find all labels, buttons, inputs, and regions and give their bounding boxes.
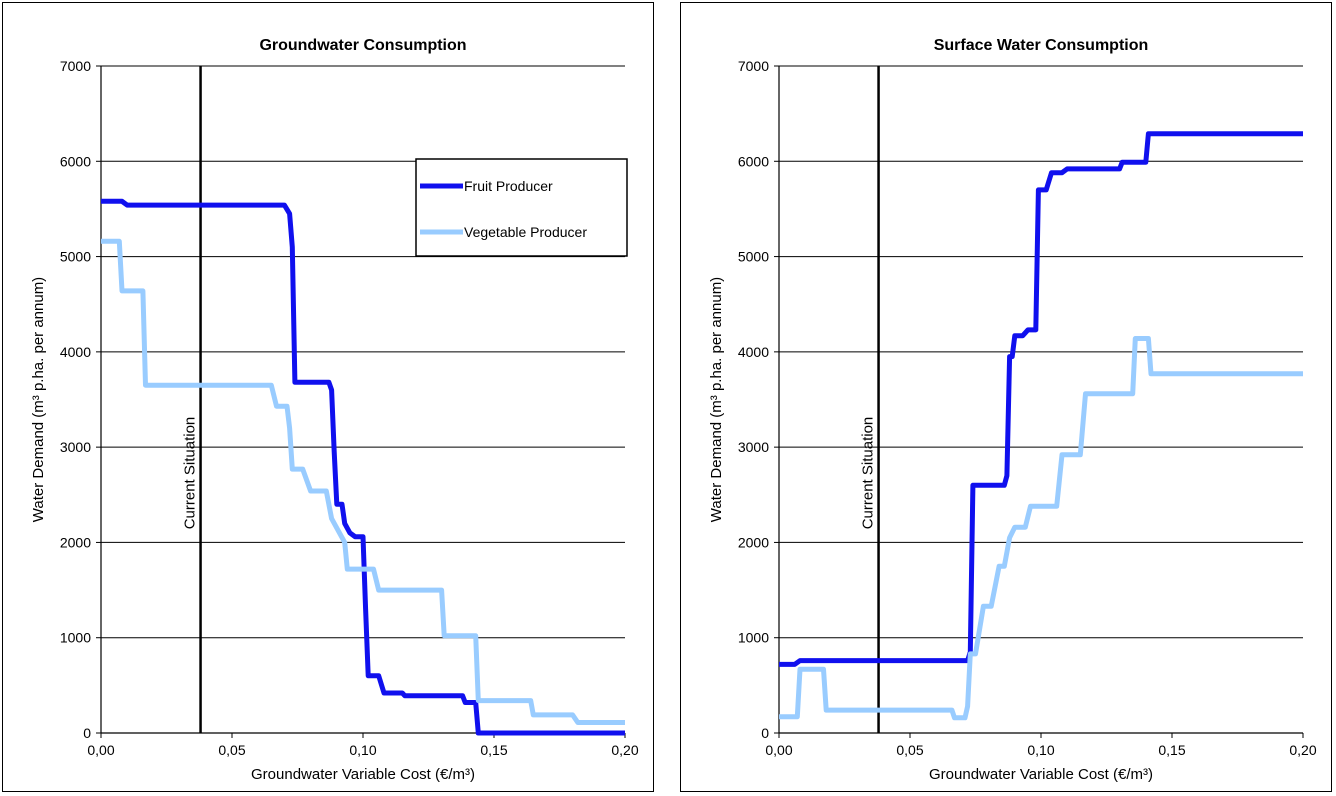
x-tick-label: 0,00 [87, 742, 114, 758]
chart-title: Surface Water Consumption [934, 37, 1149, 54]
y-tick-label: 1000 [60, 630, 91, 646]
legend: Fruit Producer Vegetable Producer [415, 158, 628, 257]
x-axis-label: Groundwater Variable Cost (€/m³) [251, 766, 475, 783]
y-tick-label: 6000 [60, 153, 91, 169]
current-situation-label: Current Situation [182, 417, 199, 530]
y-tick-label: 0 [761, 725, 769, 741]
y-tick-label: 6000 [738, 153, 769, 169]
y-tick-label: 7000 [738, 58, 769, 74]
chart-title: Groundwater Consumption [259, 37, 466, 54]
x-tick-label: 0,05 [896, 742, 923, 758]
legend-label: Fruit Producer [464, 178, 553, 194]
y-axis-label: Water Demand (m³ p.ha. per annum) [708, 277, 725, 522]
groundwater-chart: Groundwater Consumption 0 1000 2000 3000 4000… [30, 37, 639, 783]
x-tick-label: 0,10 [1027, 742, 1054, 758]
surface-water-chart: Surface Water Consumption 0 1000 2000 3000 40… [708, 37, 1317, 783]
y-tick-label: 7000 [60, 58, 91, 74]
x-tick-label: 0,15 [480, 742, 507, 758]
groundwater-chart-panel: Groundwater Consumption 0 1000 2000 3000 4000… [2, 2, 654, 792]
y-tick-label: 4000 [738, 344, 769, 360]
y-tick-label: 5000 [60, 249, 91, 265]
x-tick-label: 0,00 [765, 742, 792, 758]
x-axis-label: Groundwater Variable Cost (€/m³) [929, 766, 1153, 783]
series-line-vegetable-producer [779, 336, 1303, 721]
y-axis-label: Water Demand (m³ p.ha. per annum) [30, 277, 47, 522]
x-tick-label: 0,10 [349, 742, 376, 758]
y-tick-label: 3000 [738, 439, 769, 455]
y-tick-label: 2000 [738, 534, 769, 550]
y-tick-label: 4000 [60, 344, 91, 360]
series-line-fruit-producer [779, 131, 1303, 667]
surface-water-chart-panel: Surface Water Consumption 0 1000 2000 3000 40… [680, 2, 1332, 792]
y-tick-label: 0 [83, 725, 91, 741]
series-line-vegetable-producer [101, 238, 625, 725]
x-tick-label: 0,15 [1158, 742, 1185, 758]
current-situation-label: Current Situation [860, 417, 877, 530]
y-tick-label: 2000 [60, 534, 91, 550]
legend-box [415, 158, 628, 257]
y-tick-label: 1000 [738, 630, 769, 646]
y-tick-label: 5000 [738, 249, 769, 265]
series-line-fruit-producer [101, 198, 625, 736]
x-tick-label: 0,05 [218, 742, 245, 758]
y-tick-label: 3000 [60, 439, 91, 455]
legend-label: Vegetable Producer [464, 224, 587, 240]
x-tick-label: 0,20 [1289, 742, 1316, 758]
x-tick-label: 0,20 [611, 742, 638, 758]
